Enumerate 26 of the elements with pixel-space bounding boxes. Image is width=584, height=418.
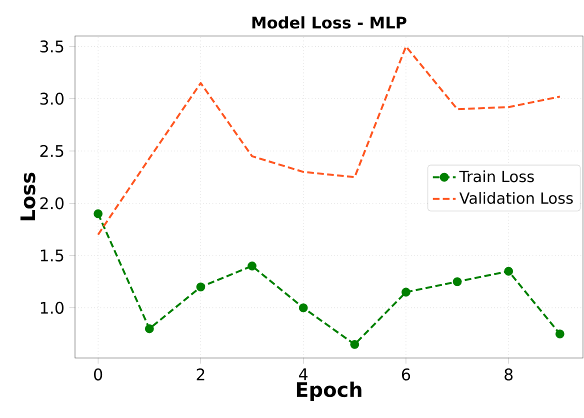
y-tick-label: 2.5 [40, 144, 64, 158]
point [504, 266, 514, 276]
y-tick-label: 3.5 [40, 40, 64, 53]
point [248, 262, 256, 270]
point [298, 303, 308, 312]
point [402, 288, 410, 297]
y-tick-label: 3.0 [40, 92, 64, 105]
x-tick-label: 4 [299, 368, 308, 380]
legend-label: Validation Loss [459, 192, 573, 204]
chart-title: Model Loss - MLP [252, 16, 406, 29]
y-tick-label: 1.0 [40, 302, 64, 314]
y-tick-label: 1.5 [40, 250, 64, 262]
point [196, 282, 206, 292]
legend-label: Train Loss [459, 170, 534, 182]
y-tick-label: 2.0 [40, 197, 64, 210]
x-tick-label: 8 [504, 368, 513, 381]
point [94, 209, 103, 218]
x-axis-title: Epoch [296, 382, 362, 402]
point [350, 340, 360, 349]
point [452, 277, 462, 286]
point [555, 329, 564, 338]
x-tick-label: 6 [402, 368, 410, 381]
x-tick-label: 0 [94, 368, 102, 381]
y-axis-title: Loss [20, 172, 36, 220]
point [144, 324, 154, 334]
x-tick-label: 2 [196, 368, 204, 380]
